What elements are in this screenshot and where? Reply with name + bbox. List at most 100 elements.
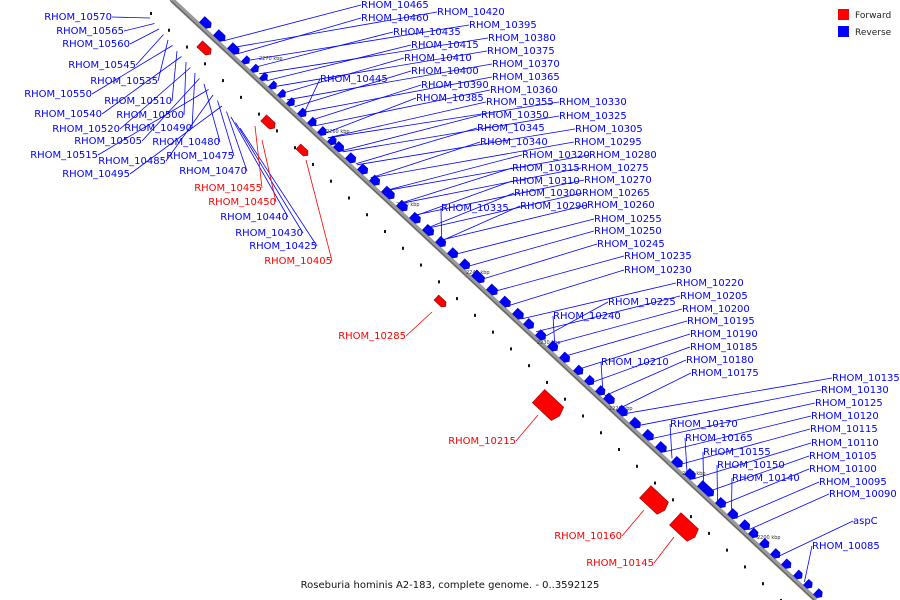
gene-label: RHOM_10155 [703, 447, 771, 458]
gene-label: RHOM_10275 [581, 163, 649, 174]
reverse-gene-arrow [258, 72, 268, 82]
gene-label: RHOM_10550 [24, 89, 92, 100]
leader-line [384, 154, 523, 192]
gene-label: RHOM_10245 [597, 239, 665, 250]
tick-label: 2260 kbp [326, 129, 350, 135]
gene-label: RHOM_10475 [166, 151, 234, 162]
gene-label: RHOM_10195 [687, 316, 755, 327]
gene-label: RHOM_10450 [208, 197, 276, 208]
reverse-gene-arrow [758, 537, 770, 549]
minor-tick-mark [168, 28, 170, 32]
minor-tick-mark [492, 330, 494, 334]
minor-tick-mark [438, 280, 440, 284]
leader-line [653, 536, 675, 564]
minor-tick-mark [276, 129, 278, 133]
leader-line [165, 94, 214, 162]
gene-label: RHOM_10145 [586, 558, 654, 569]
gene-label: RHOM_10405 [264, 256, 332, 267]
gene-label: RHOM_10255 [594, 214, 662, 225]
reverse-gene-arrow [714, 496, 727, 509]
gene-label: RHOM_10285 [338, 331, 406, 342]
minor-tick-mark [384, 230, 386, 234]
gene-label: RHOM_10175 [691, 368, 759, 379]
forward-gene-block [260, 114, 276, 130]
reverse-gene-arrow [726, 508, 739, 520]
minor-tick-mark [564, 397, 566, 401]
leader-line [636, 389, 822, 427]
gene-label: RHOM_10295 [574, 137, 642, 148]
leader-line [562, 320, 688, 358]
gene-label: RHOM_10460 [361, 13, 429, 24]
minor-tick-mark [420, 263, 422, 267]
leader-line [522, 282, 677, 320]
leader-line [226, 111, 248, 172]
leader-line [604, 359, 687, 397]
reverse-gene-arrow [368, 174, 381, 186]
leader-line [239, 127, 318, 247]
leader-line [438, 204, 588, 242]
gene-label: RHOM_10540 [34, 109, 102, 120]
reverse-gene-arrow [498, 295, 511, 308]
minor-tick-mark [240, 95, 242, 99]
gene-label: RHOM_10495 [62, 169, 130, 180]
leader-line [252, 31, 394, 69]
reverse-gene-arrow [802, 578, 813, 589]
tick-label: 2230 kbp [537, 340, 561, 346]
leader-line [302, 78, 321, 115]
leader-line [702, 451, 704, 488]
leader-line [735, 481, 820, 519]
reverse-gene-arrow [212, 29, 226, 42]
reverse-gene-arrow [332, 140, 345, 153]
gene-label: RHOM_10200 [682, 304, 750, 315]
gene-label: RHOM_10365 [492, 72, 560, 83]
minor-tick-mark [312, 162, 314, 166]
gene-label: RHOM_10500 [116, 110, 184, 121]
minor-tick-mark [708, 531, 710, 535]
gene-label: RHOM_10265 [582, 188, 650, 199]
leader-line [508, 269, 625, 307]
gene-label: RHOM_10090 [829, 489, 897, 500]
leader-line [398, 167, 513, 205]
reverse-gene-arrow [267, 80, 277, 90]
forward-gene-block [669, 512, 699, 542]
leader-line [412, 180, 513, 218]
leader-line [223, 4, 362, 42]
minor-tick-mark [726, 548, 728, 552]
gene-label: RHOM_10345 [477, 123, 545, 134]
gene-label: RHOM_10505 [74, 136, 142, 147]
gene-label: RHOM_10565 [56, 26, 124, 37]
gene-label: RHOM_10355 [486, 97, 554, 108]
leader-line [254, 125, 263, 189]
gene-label: RHOM_10310 [512, 176, 580, 187]
minor-tick-mark [204, 62, 206, 66]
leader-line [493, 255, 625, 293]
label-leader-lines [91, 4, 854, 582]
leader-line [259, 37, 489, 75]
gene-label: aspC [853, 516, 878, 527]
minor-tick-mark [636, 464, 638, 468]
leader-line [135, 34, 164, 66]
leader-line [453, 218, 595, 256]
leader-line [129, 28, 160, 45]
gene-label: RHOM_10290 [520, 201, 588, 212]
leader-line [119, 67, 191, 130]
leader-line [777, 520, 854, 558]
reverse-gene-arrow [812, 588, 823, 598]
leader-line [678, 428, 811, 466]
forward-gene-block [639, 485, 669, 515]
gene-label: RHOM_10225 [608, 297, 676, 308]
gene-label: RHOM_10110 [811, 438, 879, 449]
leader-line [261, 139, 277, 203]
leader-line [440, 207, 443, 244]
minor-tick-mark [294, 146, 296, 150]
leader-line [111, 16, 151, 19]
leader-line [327, 101, 560, 139]
gene-label: RHOM_10470 [179, 166, 247, 177]
minor-tick-mark [150, 12, 152, 15]
leader-line [235, 122, 304, 234]
gene-label: RHOM_10240 [553, 311, 621, 322]
leader-line [217, 100, 235, 157]
gene-label: RHOM_10185 [690, 342, 758, 353]
minor-tick-mark [474, 313, 476, 317]
